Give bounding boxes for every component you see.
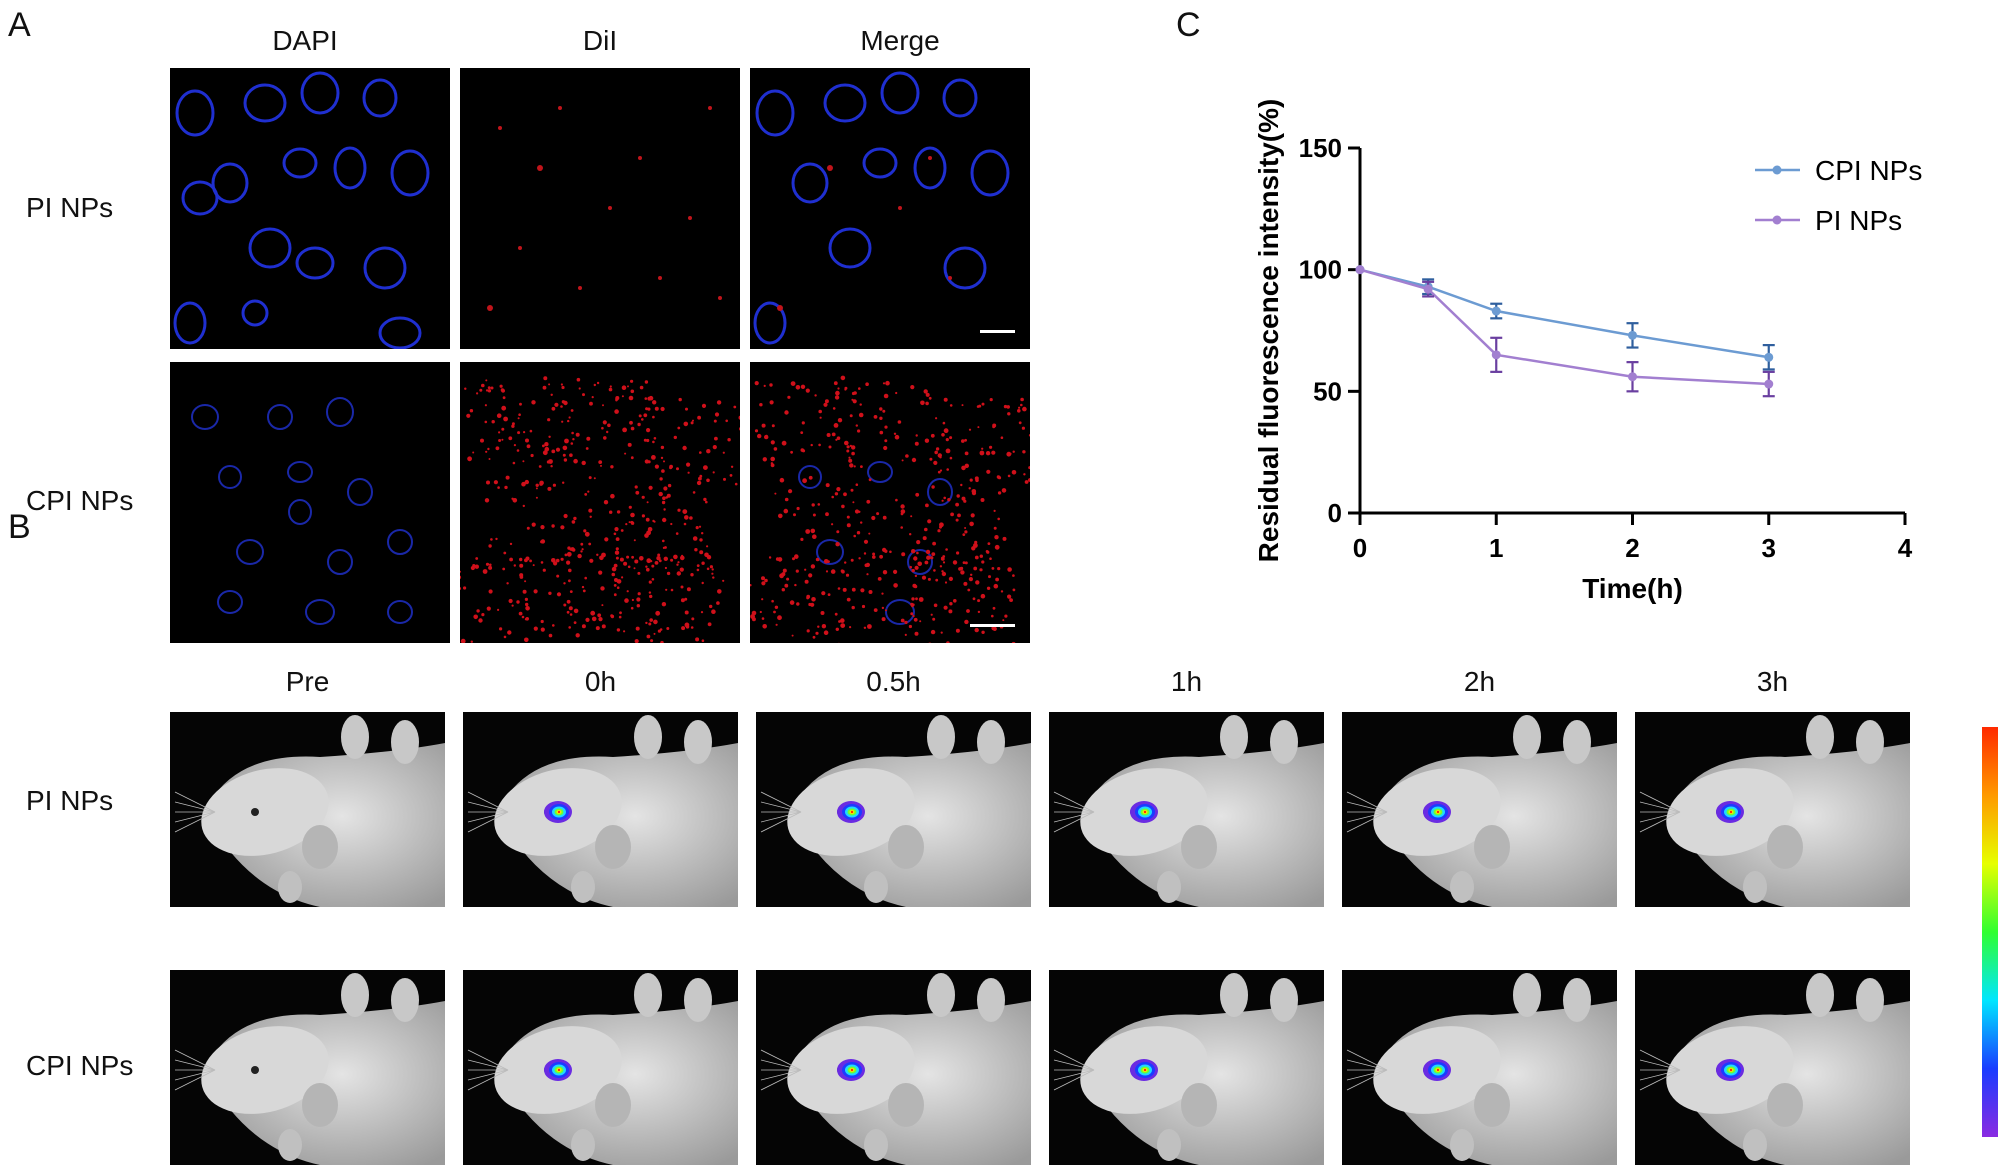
mouse-figure: [1639, 973, 1910, 1165]
mouse-image: [756, 970, 1031, 1165]
micro-pi-dii-image: [487, 106, 722, 311]
mouse-image: [463, 970, 738, 1165]
micro-cpi-merge-image: [750, 375, 1030, 643]
legend-marker: [1772, 215, 1782, 225]
chart-series: [1355, 265, 1775, 398]
panel-letter-b: B: [8, 508, 31, 546]
mouse-image: [1342, 970, 1617, 1165]
y-axis-label: Residual fluorescence intensity(%): [1253, 99, 1284, 563]
data-point: [1764, 379, 1774, 389]
series-line: [1359, 268, 1769, 386]
panel-a-col-dapi: DAPI: [272, 25, 338, 56]
data-point: [1764, 352, 1774, 362]
panel-a-col-merge: Merge: [860, 25, 940, 56]
mouse-figure: [467, 715, 738, 907]
panel-b-col-2h: 2h: [1463, 666, 1496, 697]
mouse-figure: [467, 973, 738, 1165]
chart-legend: CPI NPs PI NPs: [1755, 155, 1922, 236]
y-tick-label: 100: [1299, 255, 1342, 285]
micro-pi-merge: [750, 68, 1030, 349]
chart-axes: 0 1 2 3 4 0 50 100 150: [1299, 133, 1913, 563]
micro-pi-merge-image: [753, 71, 1015, 345]
data-point: [1491, 306, 1501, 316]
mouse-figure: [1053, 715, 1324, 907]
y-tick-label: 50: [1313, 376, 1342, 406]
mouse-figure: [760, 973, 1031, 1165]
series-line: [1359, 268, 1769, 359]
panel-b-row-pi: PI NPs: [26, 785, 114, 816]
legend-label: CPI NPs: [1815, 155, 1922, 186]
mouse-image: [1635, 970, 1910, 1165]
data-point: [1355, 265, 1365, 275]
data-point: [1491, 350, 1501, 360]
panel-b-col-1h: 1h: [1170, 666, 1203, 697]
mouse-image: [1049, 712, 1324, 907]
data-point: [1628, 372, 1637, 382]
series-pi-nps: [1355, 265, 1775, 398]
mouse-figure: [1639, 715, 1910, 907]
panel-b-row-cpi: CPI NPs: [26, 1050, 134, 1081]
mouse-figure: [1346, 973, 1617, 1165]
dii-signal-dots: [750, 375, 1030, 643]
intensity-color-scale: [1982, 727, 1998, 1137]
micro-cpi-dii-image: [460, 376, 740, 643]
panel-b-col-3h: 3h: [1756, 666, 1789, 697]
mouse-figure: [1346, 715, 1617, 907]
y-tick-label: 0: [1328, 498, 1342, 528]
legend-label: PI NPs: [1815, 205, 1902, 236]
mouse-image: [756, 712, 1031, 907]
series-cpi-nps: [1355, 265, 1775, 371]
micro-pi-dapi-image: [173, 71, 430, 349]
mouse-image: [170, 970, 445, 1165]
micro-cpi-dapi: [170, 362, 450, 643]
panel-letter-a: A: [8, 6, 31, 44]
x-tick-label: 4: [1898, 533, 1913, 563]
dii-signal-dots: [460, 376, 740, 643]
micro-pi-dii: [460, 68, 740, 349]
x-tick-label: 0: [1353, 533, 1367, 563]
mouse-figure: [1053, 973, 1324, 1165]
micro-pi-dapi: [170, 68, 450, 349]
residual-fluorescence-chart: 0 1 2 3 4 0 50 100 150 CPI NPs PI NPs Time(h) Res…: [1253, 99, 1922, 604]
x-axis-label: Time(h): [1582, 573, 1683, 604]
mouse-figure: [174, 973, 445, 1165]
micro-cpi-dii: [460, 362, 740, 643]
x-tick-label: 1: [1489, 533, 1503, 563]
mouse-image: [170, 712, 445, 907]
micro-cpi-dapi-image: [191, 397, 413, 625]
mouse-image: [1049, 970, 1324, 1165]
x-tick-label: 3: [1762, 533, 1776, 563]
panel-a-row-pi: PI NPs: [26, 192, 114, 223]
mouse-image: [463, 712, 738, 907]
panel-a-row-cpi: CPI NPs: [26, 485, 134, 516]
legend-marker: [1772, 165, 1782, 175]
panel-b-col-05h: 0.5h: [866, 666, 921, 697]
panel-a-col-dii: DiI: [582, 25, 618, 56]
micro-cpi-merge: [750, 362, 1030, 643]
scale-bar: [970, 624, 1015, 627]
y-tick-label: 150: [1299, 133, 1342, 163]
mouse-image: [1342, 712, 1617, 907]
mouse-figure: [174, 715, 445, 907]
data-point: [1423, 284, 1433, 294]
x-tick-label: 2: [1625, 533, 1639, 563]
data-point: [1628, 330, 1637, 340]
panel-letter-c: C: [1176, 6, 1201, 44]
panel-b-col-0h: 0h: [584, 666, 617, 697]
panel-b-col-pre: Pre: [285, 666, 330, 697]
mouse-image: [1635, 712, 1910, 907]
mouse-figure: [760, 715, 1031, 907]
